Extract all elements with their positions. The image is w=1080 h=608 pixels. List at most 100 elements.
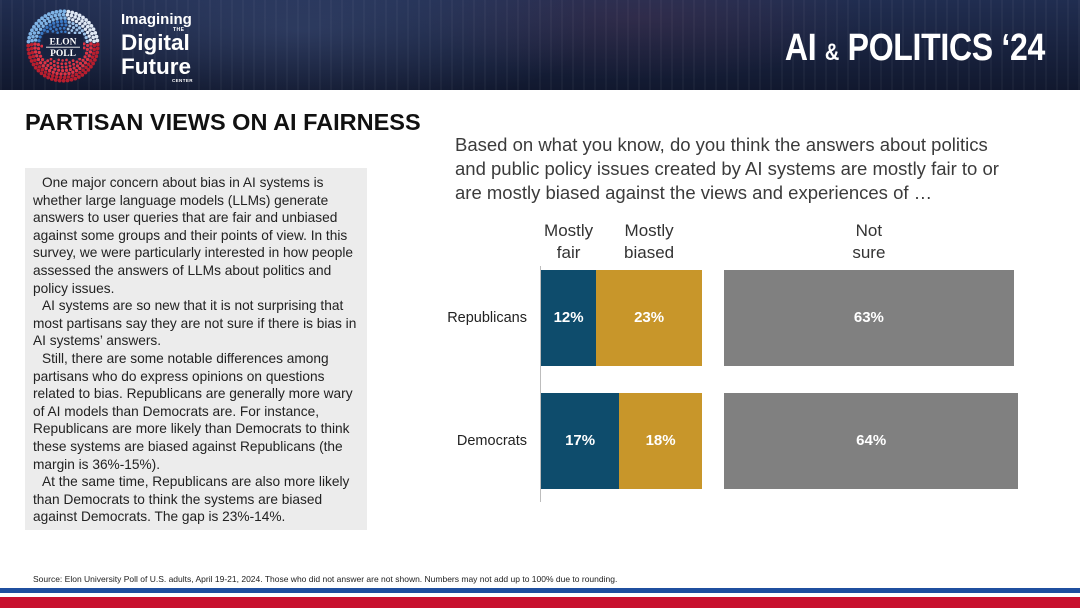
logo-dot — [94, 54, 99, 59]
logo-dot — [57, 78, 62, 83]
logo-dot — [81, 64, 85, 68]
logo-dot — [74, 72, 79, 77]
logo-word-imagining: Imagining — [121, 11, 192, 28]
logo-dot — [68, 61, 71, 64]
source-note: Source: Elon University Poll of U.S. adu… — [33, 574, 618, 584]
logo-dot — [68, 64, 72, 68]
logo-dot — [47, 19, 52, 24]
logo-dot — [39, 54, 43, 58]
logo-dot — [84, 18, 88, 22]
logo-dot — [46, 75, 51, 80]
logo-dot — [40, 31, 44, 35]
logo-dot — [36, 57, 41, 62]
logo-dot — [51, 70, 55, 74]
logo-dot — [32, 31, 37, 35]
logo-dot — [47, 68, 52, 73]
logo-dot — [95, 46, 100, 51]
logo-dot — [70, 10, 75, 15]
logo-dot — [69, 77, 74, 82]
logo-dot — [26, 39, 31, 44]
logo-dot — [40, 67, 45, 72]
logo-dot — [71, 18, 75, 22]
logo-dot — [32, 24, 36, 29]
logo-dot — [28, 32, 33, 36]
footer-stripe-blue — [0, 588, 1080, 593]
series-title-politics: POLITICS ‘24 — [847, 25, 1046, 69]
logo-dot — [35, 34, 39, 38]
logo-dot — [43, 61, 47, 65]
logo-dot — [83, 27, 88, 31]
series-header-mostly-biased: Mostly biased — [624, 221, 675, 262]
logo-dot — [49, 27, 53, 31]
header-band: ELON POLL Imagining THE Digital Future C… — [0, 0, 1080, 90]
logo-dot — [75, 64, 80, 68]
logo-dot — [52, 21, 56, 25]
logo-dot — [33, 58, 37, 63]
logo-dot — [81, 24, 85, 28]
logo-dot — [88, 50, 93, 54]
logo-dot — [56, 61, 60, 65]
logo-dot — [83, 55, 87, 59]
logo-dot — [29, 59, 34, 63]
logo-dot — [95, 50, 100, 55]
logo-dot — [37, 65, 42, 69]
logo-dot — [51, 29, 55, 33]
logo-dot — [77, 75, 81, 79]
logo-dot — [28, 55, 32, 60]
logo-dot — [53, 13, 58, 18]
logo-dot — [50, 10, 55, 15]
logo-dot — [62, 26, 66, 30]
logo-dot — [90, 31, 94, 36]
logo-dot — [78, 61, 83, 65]
logo-dot — [55, 71, 59, 76]
logo-dot — [33, 50, 38, 54]
logo-dot — [57, 58, 61, 62]
logo-dot — [52, 25, 56, 29]
logo-dot — [61, 69, 65, 73]
logo-dot — [64, 62, 68, 65]
logo-dot — [56, 65, 60, 69]
logo-dot — [31, 62, 36, 67]
series-header-not-sure: Not sure — [852, 221, 886, 262]
bar-republicans-not-sure: 63% — [724, 270, 1014, 366]
logo-dot — [49, 61, 53, 65]
logo-dot — [89, 46, 93, 50]
logo-dot — [35, 61, 39, 66]
logo-dot — [49, 14, 54, 19]
logo-dot — [66, 9, 71, 14]
logo-dot — [55, 20, 60, 24]
logo-dot — [49, 57, 53, 61]
logo-dot — [65, 58, 68, 62]
category-label-republicans: Republicans — [447, 310, 527, 326]
logo-dot — [86, 43, 90, 47]
logo-dot — [38, 61, 43, 65]
series-header-mostly-fair: Mostly fair — [544, 221, 594, 262]
logo-dot — [58, 27, 62, 30]
logo-dot — [84, 36, 88, 40]
logo-dot — [77, 13, 82, 18]
logo-dot — [41, 24, 45, 28]
logo-dot — [89, 42, 93, 46]
logo-dot — [95, 38, 100, 43]
logo-dot — [60, 65, 64, 69]
bar-democrats-mostly-biased: 18% — [619, 393, 702, 489]
logo-dot — [68, 67, 72, 72]
logo-dot — [78, 66, 82, 71]
logo-dot — [56, 23, 60, 27]
logo-dot — [66, 75, 71, 79]
logo-dot — [40, 58, 45, 62]
logo-dot — [65, 13, 70, 17]
logo-dot — [46, 63, 50, 68]
logo-dot — [64, 30, 67, 34]
logo-word-center: CENTER — [172, 78, 193, 83]
logo-dot — [62, 75, 67, 80]
logo-dot — [87, 54, 91, 58]
logo-dot — [67, 71, 71, 76]
logo-dot — [38, 35, 42, 39]
logo-text-elon: ELON — [50, 38, 77, 48]
footer-stripe-red — [0, 597, 1080, 608]
bar-democrats-not-sure: 64% — [724, 393, 1019, 489]
logo-dot — [92, 39, 96, 44]
logo-dot — [61, 12, 66, 17]
